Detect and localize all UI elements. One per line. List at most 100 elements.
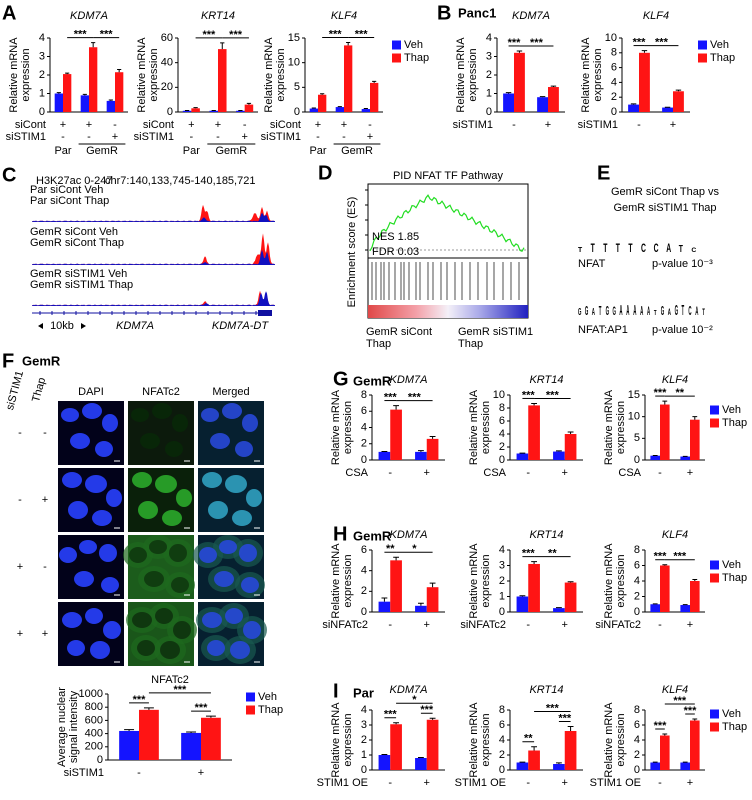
y-axis-label: Relative mRNA [603,702,615,778]
motif-letter: T [679,243,684,255]
panel-label: F [2,350,14,372]
error-bar [568,582,574,583]
bar [565,434,577,460]
error-bar [186,732,196,733]
error-bar [91,43,95,48]
y-tick-label: 4 [499,734,505,746]
bar [390,724,402,770]
chart-title: KLF4 [662,529,688,541]
motif-letter: C [688,304,691,319]
motif-title: GemR siSTIM1 Thap [613,202,716,214]
y-tick-label: 4 [634,575,640,587]
y-tick-label: 6 [361,405,367,417]
gsea-group: GemR siCont [366,326,432,338]
error-bar [662,401,667,404]
x-row-label: siSTIM1 [578,119,618,131]
nucleus [82,403,102,419]
panel-subhead: GemR [353,373,392,388]
y-tick-label: 2 [361,734,367,746]
bar [528,751,540,771]
bar [344,45,352,112]
significance-label: *** [530,37,544,49]
motif-letter: T [603,242,607,256]
error-bar [568,432,574,434]
significance-label: *** [408,391,422,403]
nucleus [214,571,234,587]
significance-label: *** [195,702,209,714]
chart-title: KRT14 [529,529,563,541]
error-bar [540,97,545,98]
x-row-value: + [341,119,347,131]
nucleus [131,408,149,422]
group-label: GemR [215,145,247,157]
x-row-value: + [315,119,321,131]
significance-label: *** [384,391,398,403]
y-tick-label: 3 [486,50,492,62]
nucleus [202,612,222,628]
panel-label: H [333,523,347,545]
y-axis-label: Relative mRNA [8,37,20,113]
x-row-label: CSA [618,467,641,479]
y-tick-label: 5 [634,432,640,444]
significance-label: *** [329,28,343,40]
motif-letter: G [606,304,610,319]
gsea-group: Thap [366,338,391,350]
error-bar [65,73,69,74]
nucleus [230,641,250,659]
bar [517,763,529,771]
significance-label: ** [676,387,685,399]
y-tick-label: 1 [39,87,45,99]
scale-arrow [38,323,43,329]
significance-label: *** [384,709,398,721]
error-bar [57,93,61,94]
bar [553,764,565,770]
bar [528,564,540,612]
row-value: - [43,561,47,573]
nucleus [176,489,192,507]
chart-title: KLF4 [662,374,688,386]
y-tick-label: 2 [611,91,617,103]
x-row-value: - [87,131,91,143]
chart-title: KRT14 [529,684,563,696]
y-tick-label: 8 [634,704,640,716]
panel-label: A [2,2,16,24]
motif-letter: A [695,304,698,317]
y-axis-label: Relative mRNA [330,543,342,619]
gsea-ylabel: Enrichment score (ES) [346,197,358,308]
nucleus [165,441,183,457]
error-bar [220,43,224,49]
nucleus [62,612,82,628]
error-bar [346,42,350,45]
nucleus [207,640,225,656]
legend-swatch [246,706,255,715]
bar [650,763,660,771]
nucleus [246,489,262,507]
y-tick-label: 3 [39,50,45,62]
y-tick-label: 0 [361,764,367,776]
legend-swatch [710,723,719,732]
y-tick-label: 200 [85,741,103,753]
nucleus [102,414,118,432]
y-tick-label: 6 [634,719,640,731]
row-value: + [42,628,48,640]
y-tick-label: 15 [628,389,640,401]
nucleus [103,621,121,639]
error-bar [124,730,134,731]
y-tick-label: 4 [634,734,640,746]
legend-label: Veh [722,708,741,720]
nucleus [219,540,237,554]
y-tick-label: 0 [361,606,367,618]
y-tick-label: 4 [39,32,45,44]
x-row-value: - [388,467,392,479]
bar [537,97,548,112]
legend-swatch [698,54,707,63]
y-tick-label: 6 [634,559,640,571]
x-row-label: STIM1 OE [317,777,368,789]
nucleus [171,577,189,593]
legend-swatch [710,406,719,415]
motif-pvalue: p-value 10⁻² [652,324,713,336]
x-row-value: - [243,119,247,131]
significance-label: *** [546,389,560,401]
legend-label: Veh [710,39,729,51]
error-bar [642,51,647,53]
